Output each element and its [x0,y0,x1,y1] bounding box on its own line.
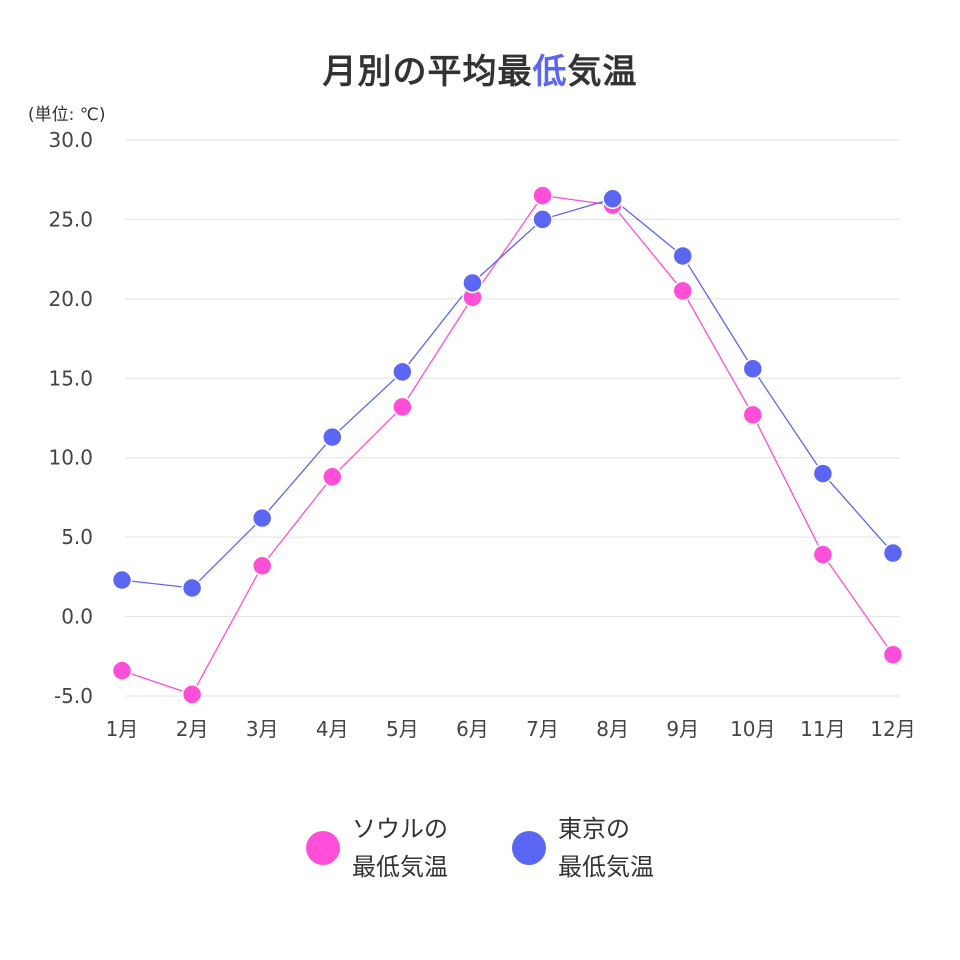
legend-item-tokyo[interactable]: 東京の 最低気温 [512,810,654,886]
data-point-seoul[interactable] [251,555,273,576]
data-point-tokyo[interactable] [742,358,764,380]
x-tick-label: 6月 [456,717,489,741]
data-point-tokyo[interactable] [882,542,904,564]
x-tick-label: 7月 [526,717,559,741]
data-point-seoul[interactable] [322,466,343,488]
data-point-seoul[interactable] [812,544,834,565]
data-point-seoul[interactable] [181,684,203,705]
legend-label-seoul: ソウルの 最低気温 [352,815,448,881]
x-tick-label: 12月 [870,717,915,741]
x-tick-label: 9月 [666,717,699,741]
data-point-seoul[interactable] [111,660,133,681]
grid-lines [125,139,900,697]
title-part-2-highlight: 低 [532,52,568,92]
legend: ソウルの 最低気温 東京の 最低気温 [0,810,960,886]
y-tick-label: 25.0 [48,207,93,231]
data-point-seoul[interactable] [882,644,904,665]
x-axis-ticks: 1月 2月 3月 4月 5月 6月 7月 8月 9月 10月 11月 12月 [106,717,916,741]
data-point-tokyo[interactable] [251,507,273,529]
x-tick-label: 8月 [596,717,629,741]
title-part-1: 月別の平均最 [322,52,533,92]
x-tick-label: 2月 [176,717,209,741]
data-point-tokyo[interactable] [181,577,203,599]
unit-label: (単位: ℃) [28,105,106,125]
data-point-tokyo[interactable] [322,426,343,448]
x-tick-label: 3月 [246,717,279,741]
y-tick-label: 10.0 [48,446,93,470]
data-point-seoul[interactable] [392,396,413,418]
data-point-tokyo[interactable] [462,272,483,294]
data-point-tokyo[interactable] [812,463,834,484]
x-tick-label: 10月 [730,717,775,741]
data-point-seoul[interactable] [672,280,693,302]
y-tick-label: 5.0 [61,525,93,549]
legend-label-tokyo: 東京の 最低気温 [558,815,654,881]
y-axis-ticks: -5.0 0.0 5.0 10.0 15.0 20.0 25.0 30.0 [48,128,93,708]
legend-swatch-seoul [306,831,340,865]
legend-swatch-tokyo [512,831,546,865]
x-tick-label: 11月 [800,717,845,741]
title-part-3: 気温 [567,52,638,92]
series-line-tokyo [121,198,894,589]
y-tick-label: -5.0 [54,684,93,708]
series-layer [111,185,904,705]
series-line-seoul [121,194,894,696]
data-point-seoul[interactable] [742,404,764,426]
data-point-tokyo[interactable] [672,245,693,267]
data-point-tokyo[interactable] [392,361,413,383]
legend-item-seoul[interactable]: ソウルの 最低気温 [306,810,448,886]
y-tick-label: 15.0 [48,366,93,390]
data-point-tokyo[interactable] [602,188,623,210]
x-tick-label: 1月 [106,717,139,741]
y-tick-label: 30.0 [48,128,93,152]
data-point-tokyo[interactable] [111,569,133,591]
chart-title: 月別の平均最低気温 [0,44,960,93]
x-tick-label: 4月 [316,717,349,741]
x-tick-label: 5月 [386,717,419,741]
y-tick-label: 20.0 [48,287,93,311]
data-point-seoul[interactable] [532,185,553,206]
y-tick-label: 0.0 [61,605,93,629]
data-point-tokyo[interactable] [532,209,553,230]
